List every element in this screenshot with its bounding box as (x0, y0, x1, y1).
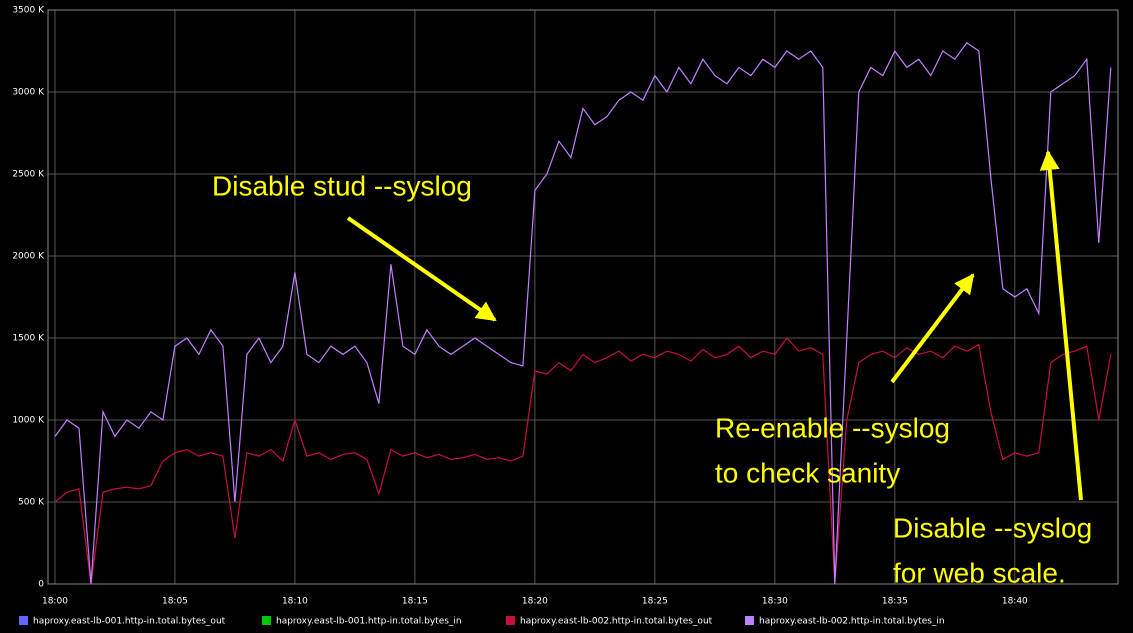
y-tick-label: 0 (38, 580, 44, 590)
annotation: Disable stud --syslog (212, 170, 472, 201)
y-tick-label: 3000 K (12, 88, 45, 98)
x-tick-label: 18:10 (282, 597, 308, 607)
legend-swatch (262, 616, 271, 625)
y-tick-label: 3500 K (12, 6, 45, 16)
y-tick-label: 2500 K (12, 170, 45, 180)
y-tick-label: 2000 K (12, 252, 45, 262)
y-tick-label: 1500 K (12, 334, 45, 344)
annotation: to check sanity (715, 457, 900, 488)
arrow (1039, 150, 1083, 501)
legend-label: haproxy.east-lb-002.http-in.total.bytes_… (759, 617, 945, 627)
legend-label: haproxy.east-lb-001.http-in.total.bytes_… (33, 617, 226, 627)
x-tick-label: 18:00 (42, 597, 68, 607)
series-line (54, 41, 1112, 585)
x-tick-label: 18:40 (1002, 597, 1028, 607)
grid (47, 9, 1119, 585)
x-tick-label: 18:35 (882, 597, 908, 607)
x-tick-label: 18:25 (642, 597, 668, 607)
x-tick-label: 18:15 (402, 597, 428, 607)
annotation: for web scale. (893, 557, 1066, 588)
legend-swatch (506, 616, 515, 625)
x-tick-label: 18:05 (162, 597, 188, 607)
series-line (54, 337, 1112, 585)
legend-label: haproxy.east-lb-002.http-in.total.bytes_… (520, 617, 713, 627)
plot-frame (47, 9, 1119, 585)
y-tick-label: 500 K (18, 498, 45, 508)
x-tick-label: 18:20 (522, 597, 548, 607)
legend-swatch (19, 616, 28, 625)
annotation: Re-enable --syslog (715, 412, 950, 443)
arrow (890, 273, 975, 384)
annotation: Disable --syslog (893, 512, 1092, 543)
x-tick-label: 18:30 (762, 597, 788, 607)
arrow (346, 216, 497, 322)
legend-label: haproxy.east-lb-001.http-in.total.bytes_… (276, 617, 462, 627)
legend-swatch (745, 616, 754, 625)
y-tick-label: 1000 K (12, 416, 45, 426)
plot-lines (54, 41, 1112, 585)
